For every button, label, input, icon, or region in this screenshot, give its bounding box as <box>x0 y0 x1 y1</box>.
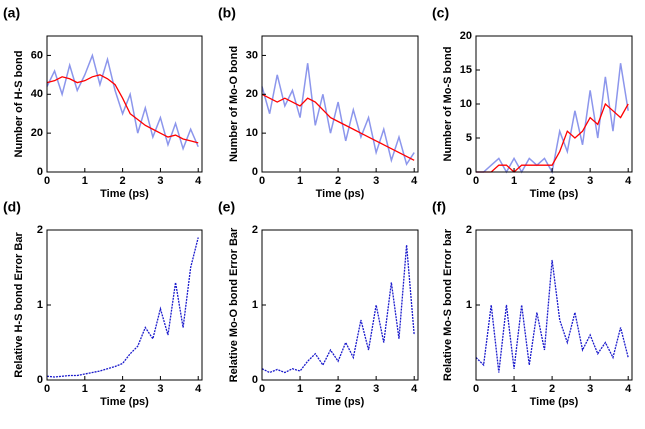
x-axis-label: Time (ps) <box>316 396 365 408</box>
x-tick-label: 1 <box>297 383 303 395</box>
y-tick-label: 10 <box>246 127 258 139</box>
y-tick-label: 0 <box>37 374 43 386</box>
y-tick-label: 2 <box>37 224 43 236</box>
axes-frame <box>46 35 203 173</box>
x-axis-label: Time (ps) <box>100 396 149 408</box>
data-line <box>46 74 199 144</box>
x-axis-label: Time (ps) <box>530 396 579 408</box>
x-tick-label: 4 <box>625 175 632 187</box>
x-tick-label: 3 <box>157 383 163 395</box>
x-tick-label: 2 <box>335 383 341 395</box>
y-tick-label: 0 <box>252 374 258 386</box>
y-tick-label: 20 <box>31 127 43 139</box>
x-tick-label: 2 <box>549 175 555 187</box>
data-line <box>46 237 199 378</box>
y-tick-label: 40 <box>31 88 43 100</box>
data-line <box>261 63 415 167</box>
x-tick-label: 3 <box>373 383 379 395</box>
y-tick-label: 2 <box>466 224 472 236</box>
x-tick-label: 2 <box>120 175 126 187</box>
x-tick-label: 1 <box>297 175 303 187</box>
x-tick-label: 2 <box>120 383 126 395</box>
panel-label: (f) <box>432 199 446 215</box>
data-line <box>476 102 629 173</box>
y-axis-label: Relative H-S bond Error Bar <box>13 232 25 378</box>
axes-frame <box>475 229 633 381</box>
y-axis-label: Relative Mo-S bond Error bar <box>442 228 454 381</box>
x-tick-label: 2 <box>335 175 341 187</box>
y-tick-label: 10 <box>460 98 472 110</box>
panel-label: (c) <box>432 5 449 21</box>
x-axis-label: Time (ps) <box>316 188 365 200</box>
panel-label: (e) <box>218 199 235 215</box>
x-tick-label: 0 <box>259 383 265 395</box>
y-tick-label: 0 <box>466 166 472 178</box>
x-tick-label: 0 <box>259 175 265 187</box>
panel-label: (a) <box>3 5 20 21</box>
x-axis-label: Time (ps) <box>530 188 579 200</box>
y-tick-label: 5 <box>466 132 472 144</box>
data-line <box>476 63 629 175</box>
x-tick-label: 3 <box>157 175 163 187</box>
x-tick-label: 2 <box>549 383 555 395</box>
panel-label: (b) <box>218 5 236 21</box>
x-tick-label: 0 <box>473 383 479 395</box>
x-tick-label: 4 <box>195 383 202 395</box>
x-tick-label: 1 <box>82 175 88 187</box>
y-axis-label: Relative Mo-O bond Error Bar <box>228 227 240 382</box>
x-tick-label: 0 <box>473 175 479 187</box>
data-line <box>261 244 415 374</box>
x-tick-label: 1 <box>511 383 517 395</box>
data-line <box>475 259 629 373</box>
y-axis-label: Number of H-S bond <box>13 51 25 158</box>
y-tick-label: 30 <box>246 49 258 61</box>
x-axis-label: Time (ps) <box>100 188 149 200</box>
axes-frame <box>261 35 419 173</box>
y-tick-label: 20 <box>460 30 472 42</box>
x-tick-label: 1 <box>511 175 517 187</box>
y-tick-label: 60 <box>31 49 43 61</box>
y-tick-label: 2 <box>252 224 258 236</box>
data-line <box>46 52 199 151</box>
y-axis-label: Number of Mo-O bond <box>228 46 240 162</box>
x-tick-label: 4 <box>625 383 632 395</box>
y-tick-label: 20 <box>246 88 258 100</box>
y-tick-label: 1 <box>37 299 43 311</box>
data-line <box>261 93 415 161</box>
x-tick-label: 0 <box>44 383 50 395</box>
panel-label: (d) <box>3 199 21 215</box>
x-tick-label: 4 <box>195 175 202 187</box>
y-tick-label: 1 <box>466 299 472 311</box>
x-tick-label: 3 <box>587 383 593 395</box>
x-tick-label: 3 <box>587 175 593 187</box>
y-axis-label: Number of Mo-S bond <box>442 47 454 162</box>
y-tick-label: 0 <box>37 166 43 178</box>
y-tick-label: 15 <box>460 64 472 76</box>
y-tick-label: 0 <box>252 166 258 178</box>
x-tick-label: 3 <box>373 175 379 187</box>
x-tick-label: 1 <box>82 383 88 395</box>
y-tick-label: 1 <box>252 299 258 311</box>
x-tick-label: 4 <box>411 383 418 395</box>
x-tick-label: 0 <box>44 175 50 187</box>
x-tick-label: 4 <box>411 175 418 187</box>
